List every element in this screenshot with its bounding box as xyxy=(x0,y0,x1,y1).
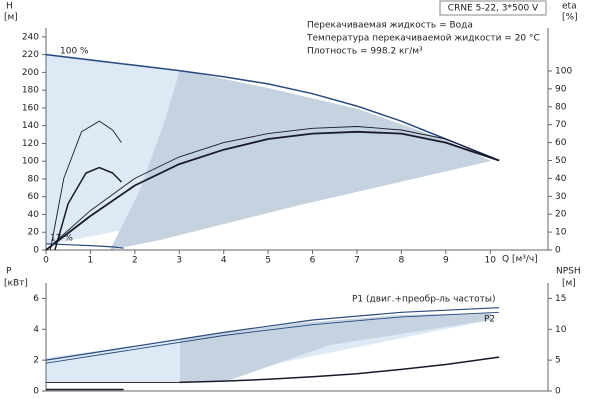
y2-tick-label: 10 xyxy=(555,228,567,238)
y-tick-label: 4 xyxy=(33,325,39,335)
curve-label: P2 xyxy=(484,315,495,325)
curve xyxy=(54,166,123,251)
curve-label: P1 (двиг.+преобр-ль частоты) xyxy=(352,295,496,305)
y2-tick-label: 100 xyxy=(555,66,572,76)
y2-unit: [%] xyxy=(562,13,578,23)
curve xyxy=(179,356,500,384)
y2-tick-label: 60 xyxy=(555,138,567,148)
title-box xyxy=(439,0,547,16)
x-label: Q [м³/ч] xyxy=(502,255,538,265)
y2-tick-label: 30 xyxy=(555,192,567,202)
y-tick-label: 200 xyxy=(22,68,39,78)
y-tick-label: 0 xyxy=(33,246,39,256)
y2-tick-label: 15 xyxy=(555,294,566,304)
y-label: P xyxy=(6,267,12,277)
y2-tick-label: 90 xyxy=(555,84,567,94)
y2-label: NPSH xyxy=(556,267,581,277)
x-tick-label: 9 xyxy=(443,256,449,266)
y2-tick-label: 20 xyxy=(555,210,567,220)
x-tick-label: 0 xyxy=(43,256,49,266)
curve-label: 100 % xyxy=(60,47,89,57)
curve xyxy=(49,120,122,251)
y2-tick-label: 50 xyxy=(555,156,567,166)
y2-tick-label: 0 xyxy=(555,246,561,256)
curve xyxy=(45,130,500,251)
y-tick-label: 2 xyxy=(33,356,39,366)
y2-tick-label: 5 xyxy=(555,356,561,366)
curve xyxy=(45,126,500,251)
y2-tick-label: 70 xyxy=(555,120,567,130)
dark-area xyxy=(180,313,491,383)
x-tick-label: 10 xyxy=(485,256,497,266)
x-tick-label: 8 xyxy=(399,256,405,266)
y2-tick-label: 0 xyxy=(555,387,561,397)
y2-unit: [м] xyxy=(562,279,576,289)
y-tick-label: 160 xyxy=(22,103,39,113)
y2-tick-label: 40 xyxy=(555,174,567,184)
x-tick-label: 7 xyxy=(354,256,360,266)
y-unit: [кВт] xyxy=(4,279,28,289)
y-tick-label: 80 xyxy=(28,174,40,184)
y-tick-label: 60 xyxy=(28,192,40,202)
x-tick-label: 2 xyxy=(132,256,138,266)
x-tick-label: 1 xyxy=(88,256,94,266)
y-tick-label: 180 xyxy=(22,86,39,96)
y-tick-label: 140 xyxy=(22,121,39,131)
curve xyxy=(45,311,500,364)
y2-tick-label: 10 xyxy=(555,325,567,335)
curve xyxy=(45,243,124,249)
title: CRNE 5-22, 3*500 V xyxy=(448,4,539,14)
y-tick-label: 100 xyxy=(22,157,39,167)
y-tick-label: 20 xyxy=(28,228,40,238)
y-label: H xyxy=(6,2,13,12)
y-tick-label: 240 xyxy=(22,32,39,42)
y-tick-label: 220 xyxy=(22,50,39,60)
curve xyxy=(45,307,500,361)
y2-label: eta xyxy=(562,2,577,12)
x-tick-label: 3 xyxy=(176,256,182,266)
y-unit: [м] xyxy=(4,13,18,23)
x-tick-label: 4 xyxy=(221,256,227,266)
y-tick-label: 6 xyxy=(33,294,39,304)
y-tick-label: 120 xyxy=(22,139,39,149)
x-tick-label: 5 xyxy=(265,256,271,266)
x-tick-label: 6 xyxy=(310,256,316,266)
y-tick-label: 40 xyxy=(28,210,40,220)
dark-area xyxy=(110,70,491,250)
y2-tick-label: 80 xyxy=(555,102,567,112)
curve xyxy=(45,53,500,161)
annotation: Температура перекачиваемой жидкости = 20… xyxy=(306,34,540,44)
annotation: Перекачиваемая жидкость = Вода xyxy=(307,21,473,31)
y-tick-label: 0 xyxy=(33,387,39,397)
annotation: Плотность = 998.2 кг/м³ xyxy=(307,47,423,57)
